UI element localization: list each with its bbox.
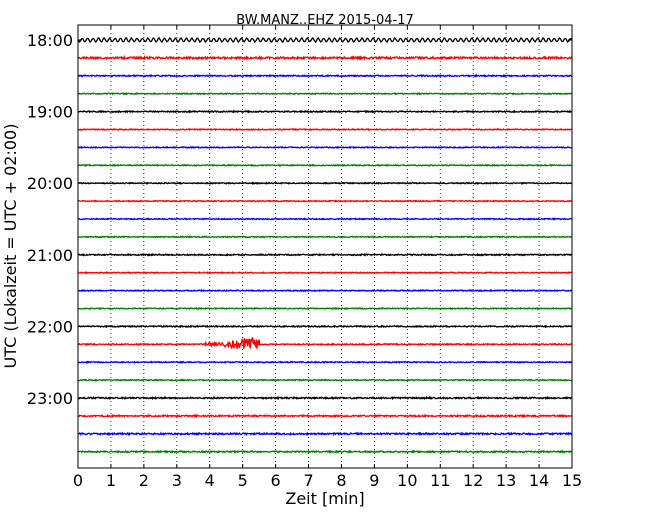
trace-line bbox=[77, 431, 573, 437]
trace-line bbox=[77, 91, 573, 96]
trace-line bbox=[77, 217, 573, 221]
trace-line bbox=[77, 449, 573, 454]
x-tick-label: 6 bbox=[271, 471, 281, 490]
x-tick-label: 9 bbox=[369, 471, 379, 490]
x-tick-label: 1 bbox=[106, 471, 116, 490]
trace-line bbox=[77, 337, 573, 350]
trace-line bbox=[77, 288, 573, 293]
x-tick-label: 7 bbox=[303, 471, 313, 490]
y-tick-label: 18:00 bbox=[27, 31, 73, 50]
trace-line bbox=[77, 109, 573, 114]
y-tick-label: 21:00 bbox=[27, 246, 73, 265]
x-tick-label: 15 bbox=[562, 471, 582, 490]
x-tick-label: 8 bbox=[336, 471, 346, 490]
y-axis-label: UTC (Lokalzeit = UTC + 02:00) bbox=[1, 124, 20, 369]
trace-line bbox=[77, 127, 573, 132]
plot-frame bbox=[77, 24, 573, 469]
trace-line bbox=[77, 324, 573, 329]
trace-line bbox=[77, 395, 573, 401]
x-tick-label: 0 bbox=[73, 471, 83, 490]
trace-line bbox=[77, 54, 573, 61]
x-tick-label: 2 bbox=[139, 471, 149, 490]
y-tick-label: 23:00 bbox=[27, 389, 73, 408]
y-tick-label: 20:00 bbox=[27, 174, 73, 193]
x-tick-label: 14 bbox=[529, 471, 549, 490]
x-tick-label: 3 bbox=[172, 471, 182, 490]
trace-line bbox=[77, 252, 573, 257]
trace-line bbox=[77, 360, 573, 364]
trace-line bbox=[77, 378, 573, 382]
x-tick-label: 5 bbox=[238, 471, 248, 490]
trace-line bbox=[77, 36, 573, 44]
y-tick-label: 19:00 bbox=[27, 103, 73, 122]
x-tick-label: 10 bbox=[397, 471, 417, 490]
trace-line bbox=[77, 163, 573, 167]
trace-line bbox=[77, 413, 573, 419]
traces bbox=[77, 36, 573, 454]
x-tick-label: 13 bbox=[496, 471, 516, 490]
trace-line bbox=[77, 306, 573, 311]
axis-ticks: 0 1 2 3 4 5 6 7 8 9 10 11 12 13 14 1518:0019:0020:0021:… bbox=[27, 25, 582, 490]
y-tick-label: 22:00 bbox=[27, 317, 73, 336]
trace-line bbox=[77, 145, 573, 150]
x-tick-label: 12 bbox=[463, 471, 483, 490]
trace-line bbox=[77, 235, 573, 239]
trace-line bbox=[77, 181, 573, 186]
x-tick-label: 11 bbox=[430, 471, 450, 490]
x-tick-label: 4 bbox=[205, 471, 215, 490]
x-axis-label: Zeit [min] bbox=[285, 489, 364, 508]
trace-line bbox=[77, 73, 573, 78]
trace-line bbox=[77, 271, 573, 275]
trace-line bbox=[77, 199, 573, 203]
chart-title: BW.MANZ..EHZ 2015-04-17 bbox=[236, 13, 414, 28]
